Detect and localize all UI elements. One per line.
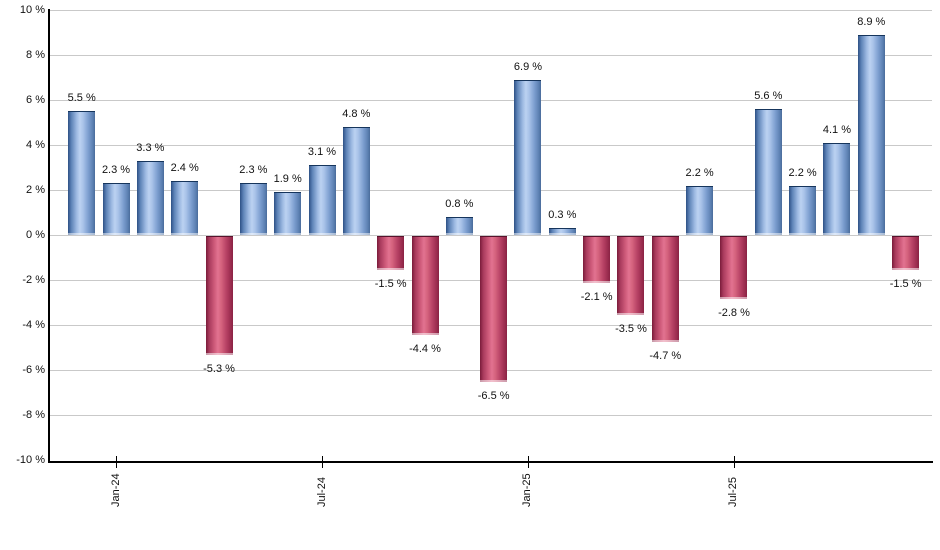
bar-value-label: -5.3 %	[203, 363, 235, 376]
bar-value-label: 8.9 %	[857, 15, 886, 28]
y-tick-label: 2 %	[26, 184, 45, 196]
bar-value-label: 2.4 %	[170, 162, 199, 174]
gridline--8%	[50, 415, 932, 416]
x-axis-tick	[733, 456, 735, 468]
x-axis-tick	[527, 456, 529, 468]
bar-negative	[480, 236, 508, 383]
y-tick-label: 6 %	[26, 94, 45, 106]
gridline-0%	[50, 235, 932, 236]
y-tick-label: 8 %	[26, 49, 45, 61]
bar-value-label: -1.5 %	[374, 277, 407, 290]
bar-value-label: 5.6 %	[754, 90, 783, 102]
y-tick-label: -10 %	[16, 454, 45, 466]
bar-value-label: 5.5 %	[67, 92, 96, 105]
bar-positive	[823, 142, 851, 235]
bar-value-label: 0.3 %	[548, 209, 577, 222]
bar-value-label: 4.8 %	[342, 108, 371, 120]
bar-positive	[789, 185, 817, 235]
bar-value-label: 3.1 %	[307, 146, 337, 159]
x-tick-label: Jan-25	[521, 473, 534, 507]
y-tick-label: 10 %	[19, 4, 45, 16]
bar-negative	[651, 236, 679, 342]
bar-value-label: 1.9 %	[273, 173, 302, 186]
bar-positive	[102, 183, 130, 235]
bar-value-label: -2.8 %	[718, 307, 750, 319]
bar-positive	[514, 79, 542, 235]
bar-positive	[548, 228, 576, 235]
x-axis-tick	[322, 456, 323, 468]
bar-positive	[68, 111, 96, 235]
bar-value-label: 2.3 %	[239, 164, 268, 177]
gridline-6%	[50, 100, 932, 101]
bar-positive	[342, 127, 370, 235]
bar-positive	[136, 160, 164, 235]
bar-positive	[686, 185, 714, 235]
bar-value-label: 0.8 %	[445, 198, 474, 210]
y-tick-label: 4 %	[26, 139, 45, 151]
x-axis-line	[48, 461, 933, 463]
bar-negative	[583, 236, 611, 284]
bar-negative	[377, 236, 405, 270]
x-tick-label: Jul-25	[727, 477, 740, 507]
bar-positive	[239, 183, 267, 235]
gridline-4%	[50, 145, 932, 146]
bar-value-label: 3.3 %	[136, 141, 165, 154]
x-tick-label: Jan-24	[109, 473, 122, 507]
bar-positive	[171, 181, 199, 235]
bar-value-label: -3.5 %	[615, 322, 647, 335]
bar-value-label: -2.1 %	[580, 291, 613, 304]
x-axis-tick	[116, 456, 118, 468]
bar-value-label: -6.5 %	[477, 390, 510, 403]
bar-negative	[411, 236, 439, 335]
y-tick-label: -8 %	[22, 409, 45, 421]
bar-positive	[754, 109, 782, 235]
bar-value-label: -4.4 %	[409, 343, 441, 355]
bar-negative	[205, 236, 233, 356]
bar-negative	[617, 236, 645, 315]
gridline-8%	[50, 55, 932, 56]
bar-value-label: 2.3 %	[101, 164, 131, 177]
bar-value-label: 2.2 %	[685, 166, 714, 179]
bar-value-label: 6.9 %	[513, 60, 543, 73]
bar-negative	[892, 236, 920, 270]
y-tick-label: 0 %	[26, 229, 45, 241]
bar-positive	[308, 165, 336, 235]
bar-value-label: 2.2 %	[788, 166, 817, 179]
bar-value-label: 4.1 %	[822, 123, 852, 136]
bar-negative	[720, 236, 748, 299]
y-tick-label: -6 %	[22, 364, 45, 376]
bar-positive	[445, 217, 473, 235]
bar-positive	[274, 192, 302, 235]
gridline-10%	[50, 10, 932, 11]
bar-value-label: -4.7 %	[649, 349, 682, 362]
y-axis-line	[48, 9, 50, 463]
bar-value-label: -1.5 %	[889, 277, 922, 290]
y-tick-label: -4 %	[22, 319, 45, 331]
gridline-2%	[50, 190, 932, 191]
bar-positive	[857, 34, 885, 235]
y-tick-label: -2 %	[22, 274, 45, 286]
x-tick-label: Jul-24	[315, 477, 328, 507]
